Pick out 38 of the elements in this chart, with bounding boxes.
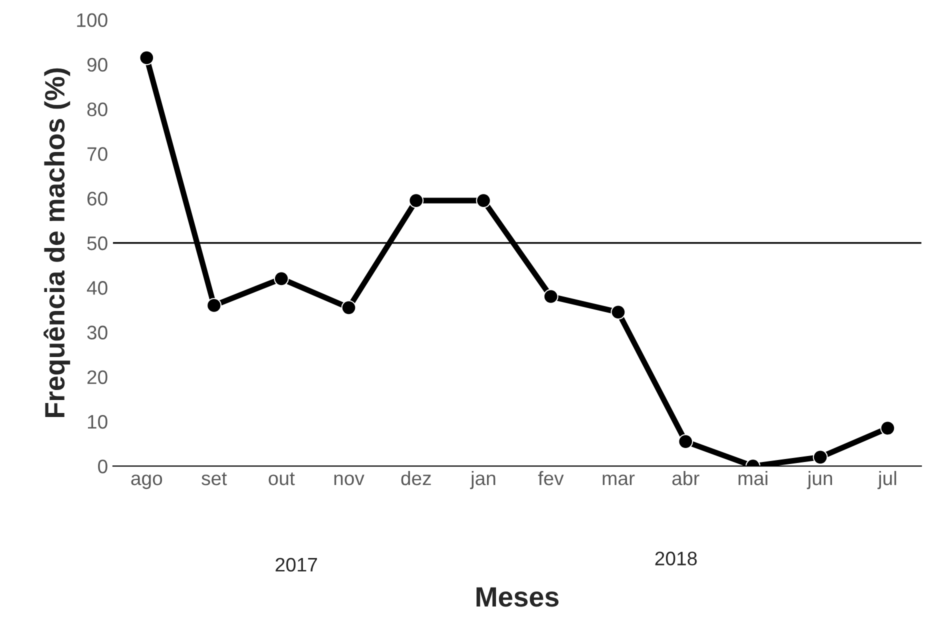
x-tick-label: mai: [738, 470, 768, 486]
point: [274, 271, 289, 286]
point: [678, 434, 694, 450]
point: [408, 193, 424, 208]
x-tick-label: ago: [131, 474, 162, 490]
y-tick-label: 0: [98, 460, 108, 474]
y-tick-label: 70: [87, 147, 108, 161]
x-tick-label: dez: [401, 470, 431, 486]
point: [610, 304, 626, 320]
point: [543, 289, 558, 304]
x-tick-label: mar: [602, 474, 635, 486]
y-tick-label: 100: [77, 13, 108, 28]
y-tick-label: 40: [86, 281, 108, 295]
point: [341, 300, 356, 316]
y-tick-label: 10: [88, 414, 108, 429]
text: 2017: [276, 558, 317, 572]
y-tick-label: 80: [87, 102, 108, 116]
point: [476, 193, 491, 208]
y-tick-label: 20: [87, 370, 108, 384]
x-tick-label: fev: [538, 470, 564, 486]
y-tick-label: 60: [87, 192, 108, 206]
point: [880, 420, 896, 436]
y-axis-title: Frequência de machos (%): [44, 68, 70, 418]
y-tick-label: 50: [87, 236, 108, 250]
x-tick-label: jul: [877, 470, 896, 490]
text: 2018: [655, 552, 697, 566]
y-tick-label: 90: [87, 58, 108, 72]
y-tick-label: 30: [87, 326, 108, 340]
x-tick-label: set: [202, 472, 227, 486]
x-tick-label: out: [268, 472, 295, 486]
x-tick-label: jun: [806, 470, 832, 490]
point: [812, 450, 828, 465]
x-axis-title: Meses: [476, 587, 559, 607]
x-tick-label: abr: [672, 470, 700, 486]
x-tick-label: jan: [470, 470, 496, 490]
x-tick-label: nov: [334, 474, 364, 486]
point: [139, 50, 154, 66]
point: [206, 298, 222, 313]
